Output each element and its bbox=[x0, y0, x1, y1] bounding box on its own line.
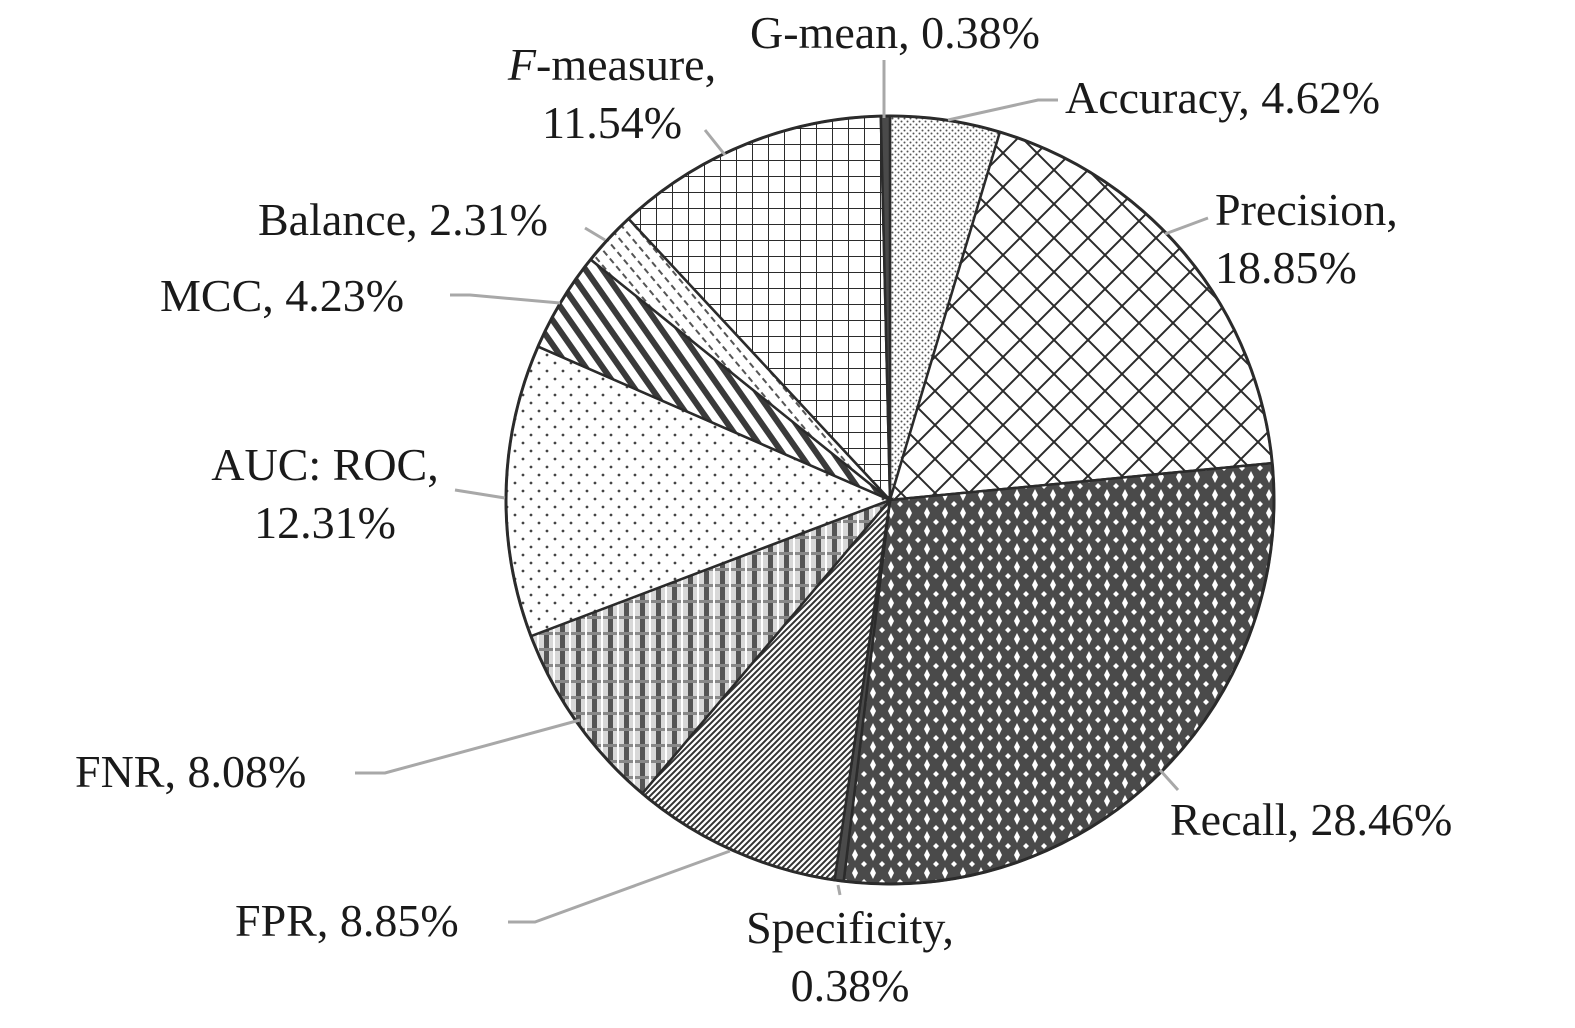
label-precision: Precision, 18.85% bbox=[1215, 184, 1398, 293]
label-recall: Recall, 28.46% bbox=[1170, 794, 1452, 845]
label-specificity: Specificity, 0.38% bbox=[746, 902, 954, 1011]
leader-precision bbox=[1164, 216, 1209, 236]
label-f-measure: F-measure, 11.54% bbox=[507, 39, 716, 148]
label-balance: Balance, 2.31% bbox=[258, 194, 548, 245]
pie-outline bbox=[504, 114, 1276, 886]
leader-fpr bbox=[508, 849, 731, 924]
leader-f-measure bbox=[703, 129, 727, 156]
label-mcc: MCC, 4.23% bbox=[160, 270, 404, 321]
leader-lines bbox=[355, 60, 1209, 924]
leader-specificity bbox=[836, 884, 842, 896]
pie-slices bbox=[504, 114, 1276, 886]
leader-auc-roc bbox=[454, 488, 506, 500]
label-g-mean: G-mean, 0.38% bbox=[750, 7, 1040, 58]
leader-fnr bbox=[355, 718, 581, 775]
label-auc-roc: AUC: ROC, 12.31% bbox=[211, 439, 438, 548]
leader-mcc bbox=[450, 293, 561, 305]
label-accuracy: Accuracy, 4.62% bbox=[1065, 72, 1380, 123]
leader-recall bbox=[1158, 768, 1180, 792]
leader-accuracy bbox=[947, 98, 1058, 122]
label-fpr: FPR, 8.85% bbox=[235, 895, 459, 946]
label-fnr: FNR, 8.08% bbox=[75, 746, 306, 797]
slice-labels: Accuracy, 4.62% Precision, 18.85% Recall, 2… bbox=[75, 7, 1452, 1011]
leader-balance bbox=[584, 226, 606, 242]
